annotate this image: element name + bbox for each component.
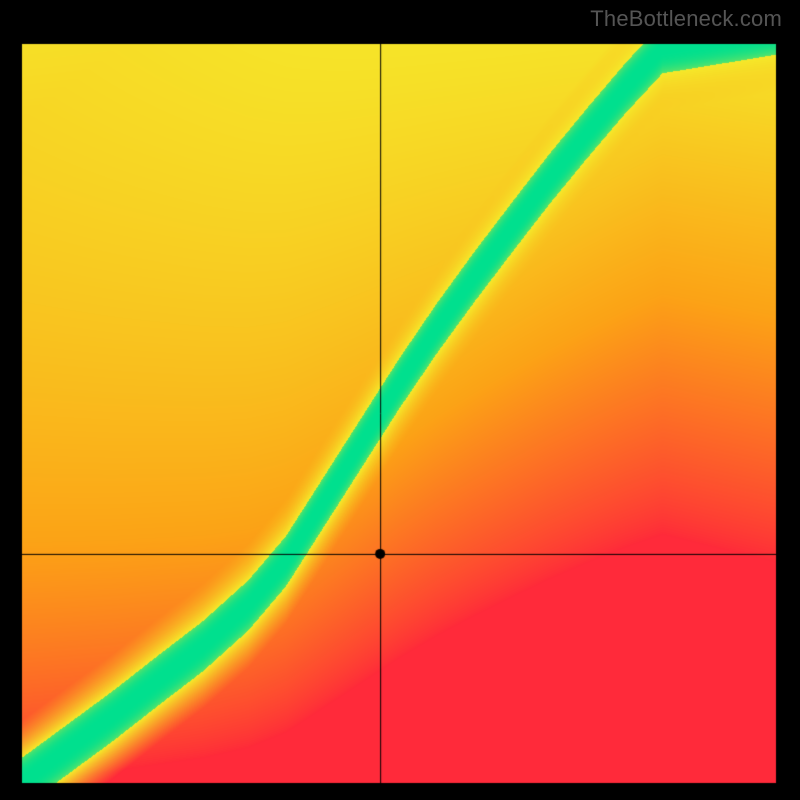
chart-container: TheBottleneck.com [0, 0, 800, 800]
heatmap-canvas [0, 0, 800, 800]
attribution-label: TheBottleneck.com [590, 6, 782, 32]
